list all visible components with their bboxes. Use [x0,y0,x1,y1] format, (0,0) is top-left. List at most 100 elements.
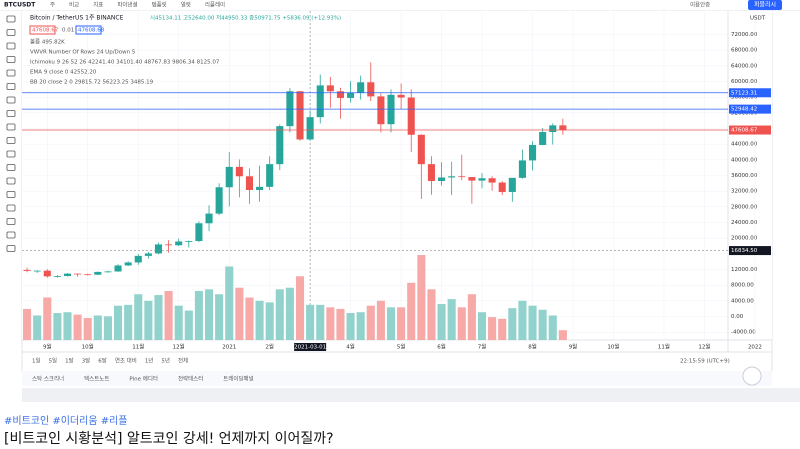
candle-body [468,177,476,181]
tool-icon[interactable] [6,123,16,131]
range-button[interactable]: 1달 [65,357,74,365]
left-toolbar [0,11,22,371]
tool-icon[interactable] [6,83,16,90]
volume-bar [386,307,396,340]
volume-bar [285,287,294,340]
crosshair-price-label: 16834.50 [731,248,758,254]
bottom-tab[interactable]: 스탁 스크리너 [32,375,64,383]
publish-button[interactable] [748,0,782,10]
volume-bar [538,309,547,340]
tool-icon[interactable] [6,150,16,158]
volume-bar [63,312,72,340]
tool-icon[interactable] [6,110,16,117]
range-button[interactable]: 1년 [145,357,154,365]
volume-bar [194,290,203,340]
x-tick-label: 11월 [132,343,144,351]
y-tick-label: 32000.00 [731,189,758,195]
candle-body [367,82,375,97]
volume-bar [275,289,284,340]
volume-bar [134,294,143,340]
range-button[interactable]: 5일 [49,357,58,365]
candle-body [144,253,152,256]
tool-icon[interactable] [6,204,16,212]
toolbar-items: 주 비교 지표 파이낸셜 템플릿 얼럿 리플레이 [50,1,225,9]
toolbar-item[interactable]: 템플릿 [152,2,167,9]
candle-body [63,273,72,277]
range-button[interactable]: 1일 [32,357,41,365]
symbol[interactable]: BTCUSDT [4,2,36,9]
bottom-tab[interactable]: Pine 에디터 [129,375,158,383]
hashtags[interactable]: #비트코인 #이더리움 #리플 [4,415,128,427]
y-tick-label: 4000.00 [731,298,754,304]
tool-icon[interactable] [6,137,16,144]
tool-icon[interactable] [6,218,16,225]
tool-icon[interactable] [6,15,16,23]
y-tick-label: 64000.00 [731,63,758,69]
candle-body [94,271,102,275]
candle-body [336,91,344,98]
volume-bar [154,295,163,340]
volume-bar [53,313,62,340]
tool-icon[interactable] [6,231,16,239]
toolbar-item[interactable]: 지표 [93,1,103,9]
tool-icon[interactable] [6,56,16,63]
tool-icon[interactable] [6,191,16,198]
y-tick-label: 68000.00 [731,48,758,54]
tool-icon[interactable] [6,164,16,171]
volume-bar [113,305,123,340]
publish-label[interactable]: 퍼블리시 [754,1,776,9]
y-tick-label: 0.00 [731,314,744,320]
y-tick-label: 60000.00 [731,79,758,85]
range-button[interactable]: 5년 [161,357,170,365]
range-button[interactable]: 6달 [98,357,107,365]
volume-bar [397,307,406,340]
tool-icon[interactable] [6,245,16,252]
toolbar-item[interactable]: 파이낸셜 [117,1,137,9]
bottom-tab[interactable]: 텍스트노트 [84,376,109,383]
article [0,404,800,449]
panel-strip [22,388,800,402]
tool-icon[interactable] [6,96,16,104]
volume-bar [23,308,32,340]
indicator-legend: BB 20 close 2 0 29815.72 56223.25 3485.1… [30,80,154,86]
volume-bar [164,290,173,340]
x-tick-label: 2월 [265,343,274,351]
range-button[interactable]: 3달 [82,357,91,365]
x-tick-label: 4월 [346,343,355,351]
bid-box[interactable] [29,25,56,35]
volume-bar [427,289,436,340]
price-label: 52948.42 [731,107,757,113]
bid: 47608.67 [32,28,59,34]
volume-bar [467,294,476,340]
ask-box[interactable] [75,25,102,35]
bottom-tab[interactable]: 전략테스터 [178,375,203,383]
tool-icon[interactable] [6,42,16,50]
x-tick-label: 2022 [748,345,762,351]
volume-bar [346,313,355,340]
plot-area: 72000.00 68000.00 64000.00 60000.00 56000.00… [22,11,772,352]
x-tick-label: 5월 [397,343,406,351]
candle-body [458,176,466,178]
indicator-legend: VWVR Number Of Rows 24 Up/Down 5 [30,50,136,56]
toolbar-item[interactable]: 얼럿 [181,1,191,9]
tool-icon[interactable] [6,29,16,36]
candle-body [488,178,496,183]
volume-bar [215,294,224,340]
toolbar-item[interactable]: 리플레이 [205,1,225,9]
tool-icon[interactable] [6,177,16,185]
candle-body [397,94,405,98]
candle-body [508,177,516,192]
candle-body [347,92,355,98]
candle-body [478,178,486,181]
volume-bar [83,317,92,340]
volume-bar [124,304,133,340]
range-button[interactable]: 연초 대비 [115,357,137,365]
bottom-tab[interactable]: 트레이딩패널 [223,375,253,383]
volume-bar [204,289,214,340]
toolbar-item[interactable]: 비교 [69,1,79,9]
range-button[interactable]: 전체 [178,357,188,365]
right-tool[interactable]: 이용안증 [690,1,710,9]
candle-body [84,274,92,276]
toolbar-item[interactable]: 주 [50,2,55,9]
tool-icon[interactable] [6,69,16,77]
